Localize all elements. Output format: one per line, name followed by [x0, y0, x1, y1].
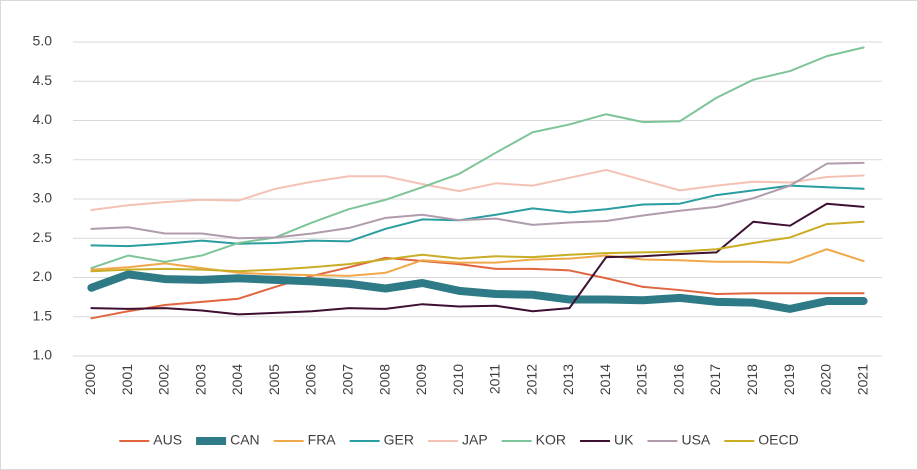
x-tick-label: 2005	[266, 364, 282, 395]
x-tick-label: 2012	[523, 364, 539, 395]
x-tick-label: 2009	[413, 364, 429, 395]
y-tick-label: 2.0	[33, 268, 53, 284]
y-tick-label: 4.5	[33, 72, 53, 88]
x-tick-label: 2018	[744, 364, 760, 395]
series-line	[90, 46, 865, 270]
x-tick-label: 2002	[156, 364, 172, 395]
x-tick-label: 2016	[670, 364, 686, 395]
x-tick-label: 2001	[119, 364, 135, 395]
x-tick-label: 2021	[854, 364, 870, 395]
series-line	[90, 202, 865, 316]
series-line	[87, 270, 868, 313]
x-tick-label: 2017	[707, 364, 723, 395]
legend-label: AUS	[153, 432, 182, 448]
x-tick-label: 2003	[192, 364, 208, 395]
y-tick-label: 1.0	[33, 347, 53, 363]
legend-label: GER	[384, 432, 414, 448]
legend-label: CAN	[230, 432, 260, 448]
y-tick-label: 3.0	[33, 190, 53, 206]
x-tick-label: 2013	[560, 364, 576, 395]
x-tick-label: 2011	[487, 364, 503, 394]
legend-label: USA	[681, 432, 710, 448]
x-tick-label: 2010	[450, 364, 466, 395]
x-tick-label: 2007	[339, 364, 355, 395]
x-tick-label: 2020	[818, 364, 834, 395]
series-line	[90, 161, 865, 240]
legend-label: UK	[614, 432, 634, 448]
y-tick-label: 4.0	[33, 111, 53, 127]
y-tick-label: 3.5	[33, 150, 53, 166]
x-tick-label: 2006	[303, 364, 319, 395]
x-tick-label: 2004	[229, 364, 245, 395]
legend-label: JAP	[462, 432, 488, 448]
series-line	[90, 184, 865, 248]
series-line	[90, 220, 865, 273]
series-line	[90, 256, 865, 320]
y-tick-label: 2.5	[33, 229, 53, 245]
y-tick-label: 5.0	[33, 33, 53, 49]
x-tick-label: 2008	[376, 364, 392, 395]
legend-label: FRA	[308, 432, 337, 448]
series-line	[90, 168, 865, 211]
legend-label: OECD	[758, 432, 798, 448]
x-tick-label: 2019	[781, 364, 797, 395]
legend-label: KOR	[536, 432, 566, 448]
x-tick-label: 2000	[82, 364, 98, 395]
x-tick-label: 2015	[634, 364, 650, 395]
y-tick-label: 1.5	[33, 307, 53, 323]
x-tick-label: 2014	[597, 364, 613, 395]
